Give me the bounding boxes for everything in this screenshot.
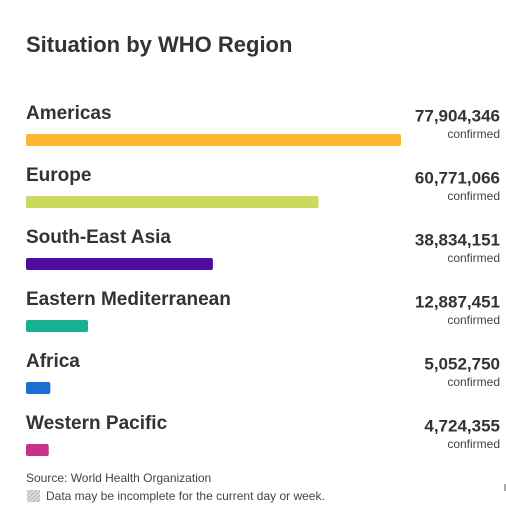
bar: [26, 382, 51, 394]
value-label: 5,052,750: [424, 354, 500, 373]
category-label: South-East Asia: [26, 227, 171, 248]
bar: [26, 258, 213, 270]
value-unit: confirmed: [447, 251, 500, 265]
category-label: Africa: [26, 351, 80, 372]
note: Data may be incomplete for the current d…: [46, 489, 325, 503]
bar: [26, 196, 319, 208]
value-unit: confirmed: [447, 189, 500, 203]
category-label: Americas: [26, 103, 112, 124]
value-label: 38,834,151: [415, 230, 500, 249]
bar: [26, 134, 401, 146]
value-unit: confirmed: [447, 375, 500, 389]
value-label: 4,724,355: [424, 416, 500, 435]
value-unit: confirmed: [447, 437, 500, 451]
source: Source: World Health Organization: [26, 471, 211, 485]
value-unit: confirmed: [447, 313, 500, 327]
hatch-icon: [27, 490, 40, 502]
value-label: 60,771,066: [415, 168, 500, 187]
bar: [26, 444, 49, 456]
value-label: 77,904,346: [415, 106, 500, 125]
chart-title: Situation by WHO Region: [26, 32, 292, 57]
category-label: Eastern Mediterranean: [26, 289, 231, 310]
category-label: Europe: [26, 165, 91, 186]
value-unit: confirmed: [447, 127, 500, 141]
value-label: 12,887,451: [415, 292, 500, 311]
category-label: Western Pacific: [26, 413, 168, 434]
bar: [26, 320, 89, 332]
